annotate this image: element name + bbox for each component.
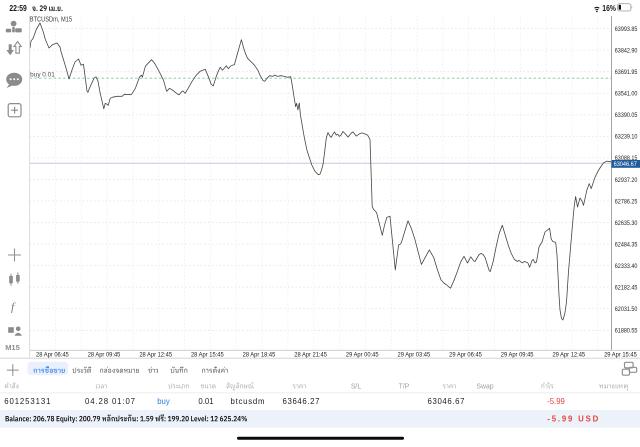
svg-text:16%: 16% xyxy=(602,4,616,13)
svg-text:28 Apr 12:45: 28 Apr 12:45 xyxy=(139,351,172,358)
svg-text:63239.10: 63239.10 xyxy=(615,134,638,141)
svg-text:62484.35: 62484.35 xyxy=(615,241,638,248)
svg-text:btcusdm: btcusdm xyxy=(231,397,265,406)
svg-text:63691.95: 63691.95 xyxy=(615,69,638,76)
svg-text:29 Apr 03:45: 29 Apr 03:45 xyxy=(398,351,431,358)
svg-text:29 Apr 12:45: 29 Apr 12:45 xyxy=(552,351,585,358)
svg-text:04.28 01:07: 04.28 01:07 xyxy=(85,397,135,406)
svg-text:62031.50: 62031.50 xyxy=(615,306,638,313)
svg-text:63390.05: 63390.05 xyxy=(615,112,638,119)
svg-text:buy 0.01: buy 0.01 xyxy=(30,71,55,78)
svg-text:28 Apr 21:45: 28 Apr 21:45 xyxy=(294,351,327,358)
svg-text:Swap: Swap xyxy=(476,383,493,390)
svg-text:28 Apr 18:45: 28 Apr 18:45 xyxy=(243,351,276,358)
svg-text:63541.00: 63541.00 xyxy=(615,91,638,98)
svg-text:28 Apr 06:45: 28 Apr 06:45 xyxy=(36,351,69,358)
svg-text:buy: buy xyxy=(157,397,170,406)
svg-text:62635.30: 62635.30 xyxy=(615,220,638,227)
svg-text:BTCUSDm, M15: BTCUSDm, M15 xyxy=(30,17,72,24)
svg-text:28 Apr 15:45: 28 Apr 15:45 xyxy=(191,351,224,358)
svg-text:62786.25: 62786.25 xyxy=(615,198,638,205)
svg-text:T/P: T/P xyxy=(399,383,410,390)
svg-text:62182.45: 62182.45 xyxy=(615,285,638,292)
svg-text:0.01: 0.01 xyxy=(198,397,213,406)
svg-text:63993.85: 63993.85 xyxy=(615,26,638,33)
svg-text:61880.55: 61880.55 xyxy=(615,328,638,335)
svg-text:22:59: 22:59 xyxy=(9,4,27,13)
svg-text:63046.67: 63046.67 xyxy=(614,161,638,168)
svg-text:63842.90: 63842.90 xyxy=(615,47,638,54)
svg-text:29 Apr 00:45: 29 Apr 00:45 xyxy=(346,351,379,358)
svg-text:29 Apr 15:45: 29 Apr 15:45 xyxy=(604,351,637,358)
svg-text:S/L: S/L xyxy=(351,383,362,390)
svg-text:M15: M15 xyxy=(5,343,20,352)
svg-text:62333.40: 62333.40 xyxy=(615,263,638,270)
svg-text:-5.99: -5.99 xyxy=(547,397,565,406)
svg-text:29 Apr 09:45: 29 Apr 09:45 xyxy=(501,351,534,358)
svg-text:62937.20: 62937.20 xyxy=(615,177,638,184)
svg-text:63088.15: 63088.15 xyxy=(615,155,638,162)
svg-text:28 Apr 09:45: 28 Apr 09:45 xyxy=(88,351,121,358)
svg-text:29 Apr 06:45: 29 Apr 06:45 xyxy=(449,351,482,358)
svg-text:63046.67: 63046.67 xyxy=(428,397,465,406)
svg-text:f: f xyxy=(11,300,16,314)
svg-text:63646.27: 63646.27 xyxy=(283,397,320,406)
svg-text:601253131: 601253131 xyxy=(4,397,50,406)
